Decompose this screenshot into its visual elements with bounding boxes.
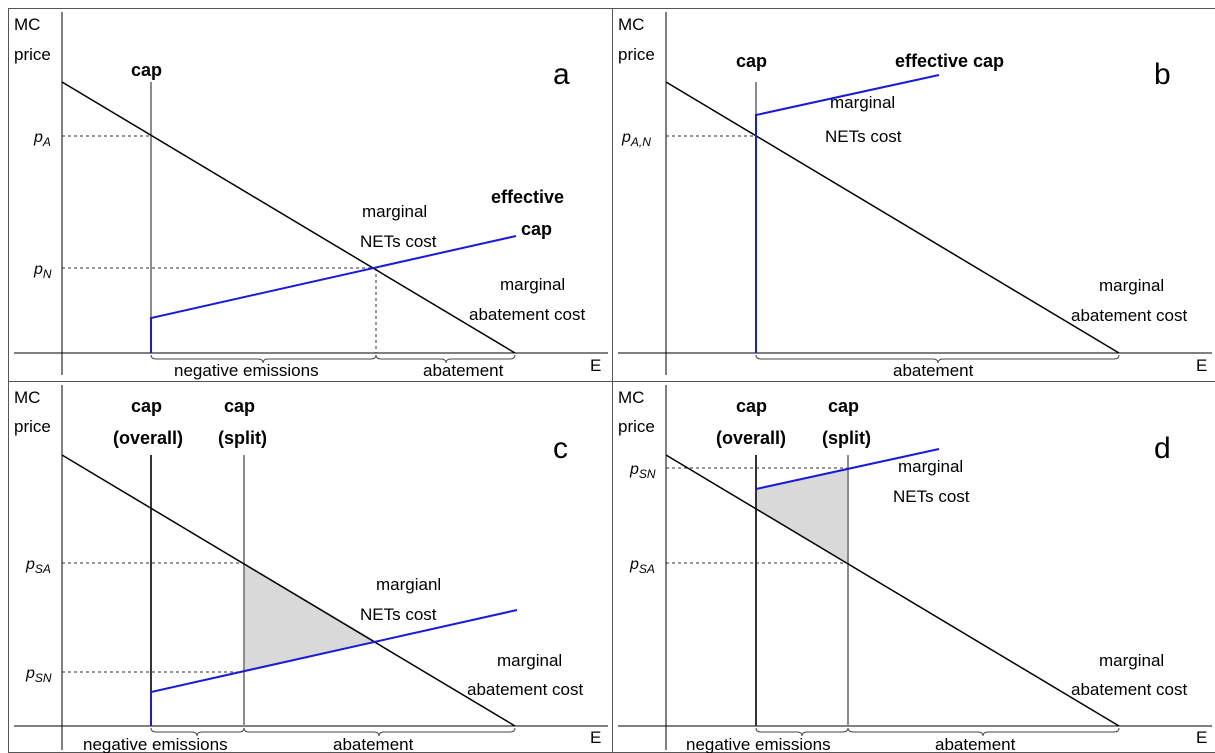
cap-split-label-1: cap <box>224 396 255 416</box>
price-label-pn: pN <box>33 261 52 281</box>
panel-a: MC price E a cap effective cap marginal … <box>14 12 608 380</box>
brace-abatement <box>243 727 516 737</box>
effective-cap-label-1: effective <box>491 187 564 207</box>
y-axis-label-2: price <box>618 45 655 64</box>
brace-label-negative-emissions: negative emissions <box>174 361 319 380</box>
nets-cost-label-2: NETs cost <box>360 232 437 251</box>
y-axis-label-2: price <box>618 417 655 436</box>
marginal-abatement-cost-line <box>665 81 1120 354</box>
x-axis-label: E <box>1196 356 1207 375</box>
abatement-cost-label-1: marginal <box>500 275 565 294</box>
marginal-abatement-cost-line <box>61 454 516 727</box>
abatement-cost-label-2: abatement cost <box>1071 680 1188 699</box>
panel-letter: a <box>553 58 570 91</box>
x-axis-label: E <box>590 728 601 747</box>
brace-negative-emissions <box>150 354 377 364</box>
cap-overall-label-1: cap <box>131 396 162 416</box>
brace-label-abatement: abatement <box>935 735 1016 753</box>
price-label-psn: pSN <box>629 461 656 481</box>
price-label-psa: pSA <box>629 556 655 576</box>
effective-cap-label-2: cap <box>521 219 552 239</box>
y-axis-label-1: MC <box>14 388 40 407</box>
effective-cap-line <box>755 74 940 353</box>
price-label-psa: pSA <box>25 556 51 576</box>
panel-b: MC price E b cap effective cap marginal … <box>618 12 1212 380</box>
panel-d: MC price E d cap (overall) cap (split) m… <box>618 385 1212 753</box>
abatement-cost-label-1: marginal <box>1099 651 1164 670</box>
y-axis-label-2: price <box>14 417 51 436</box>
cap-label: cap <box>131 60 162 80</box>
brace-label-negative-emissions: negative emissions <box>83 735 228 753</box>
brace-label-negative-emissions: negative emissions <box>686 735 831 753</box>
brace-abatement <box>847 727 1120 737</box>
shaded-area <box>244 563 376 672</box>
brace-negative-emissions <box>150 727 245 737</box>
cap-overall-label-2: (overall) <box>716 428 786 448</box>
y-axis-label-1: MC <box>618 388 644 407</box>
panel-letter: b <box>1154 58 1171 91</box>
nets-cost-label-1: margianl <box>376 575 441 594</box>
effective-cap-line <box>150 235 517 353</box>
cap-overall-label-1: cap <box>736 396 767 416</box>
nets-cost-label-1: marginal <box>830 93 895 112</box>
cap-overall-label-2: (overall) <box>113 428 183 448</box>
panel-letter: c <box>553 432 568 465</box>
cap-label: cap <box>736 51 767 71</box>
cap-split-label-2: (split) <box>218 428 267 448</box>
cap-split-label-1: cap <box>828 396 859 416</box>
panel-c: MC price E c cap (overall) cap (split) m… <box>14 385 608 753</box>
abatement-cost-label-2: abatement cost <box>1071 306 1188 325</box>
abatement-cost-label-2: abatement cost <box>467 680 584 699</box>
nets-cost-label-2: NETs cost <box>893 487 970 506</box>
panel-letter: d <box>1154 432 1171 465</box>
price-label-psn: pSN <box>25 665 52 685</box>
y-axis-label-1: MC <box>14 15 40 34</box>
nets-cost-label-2: NETs cost <box>825 127 902 146</box>
abatement-cost-label-2: abatement cost <box>469 305 586 324</box>
marginal-nets-cost-line <box>755 448 940 490</box>
abatement-cost-label-1: marginal <box>1099 276 1164 295</box>
marginal-nets-cost-line <box>150 609 518 726</box>
brace-negative-emissions <box>755 727 849 737</box>
brace-label-abatement: abatement <box>893 361 974 380</box>
brace-label-abatement: abatement <box>423 361 504 380</box>
marginal-abatement-cost-line <box>665 454 1120 727</box>
brace-abatement <box>755 354 1120 364</box>
x-axis-label: E <box>590 356 601 375</box>
nets-cost-label-1: marginal <box>898 457 963 476</box>
y-axis-label-1: MC <box>618 15 644 34</box>
cap-split-label-2: (split) <box>822 428 871 448</box>
nets-cost-label-2: NETs cost <box>360 605 437 624</box>
brace-label-abatement: abatement <box>333 735 414 753</box>
abatement-cost-label-1: marginal <box>497 651 562 670</box>
price-label-pa: pA <box>33 129 51 149</box>
shaded-area <box>756 468 848 563</box>
y-axis-label-2: price <box>14 45 51 64</box>
price-label-pan: pA,N <box>621 129 651 149</box>
nets-cost-label-1: marginal <box>362 202 427 221</box>
x-axis-label: E <box>1196 728 1207 747</box>
marginal-abatement-cost-line <box>61 81 516 354</box>
brace-abatement <box>375 354 516 364</box>
effective-cap-label: effective cap <box>895 51 1004 71</box>
